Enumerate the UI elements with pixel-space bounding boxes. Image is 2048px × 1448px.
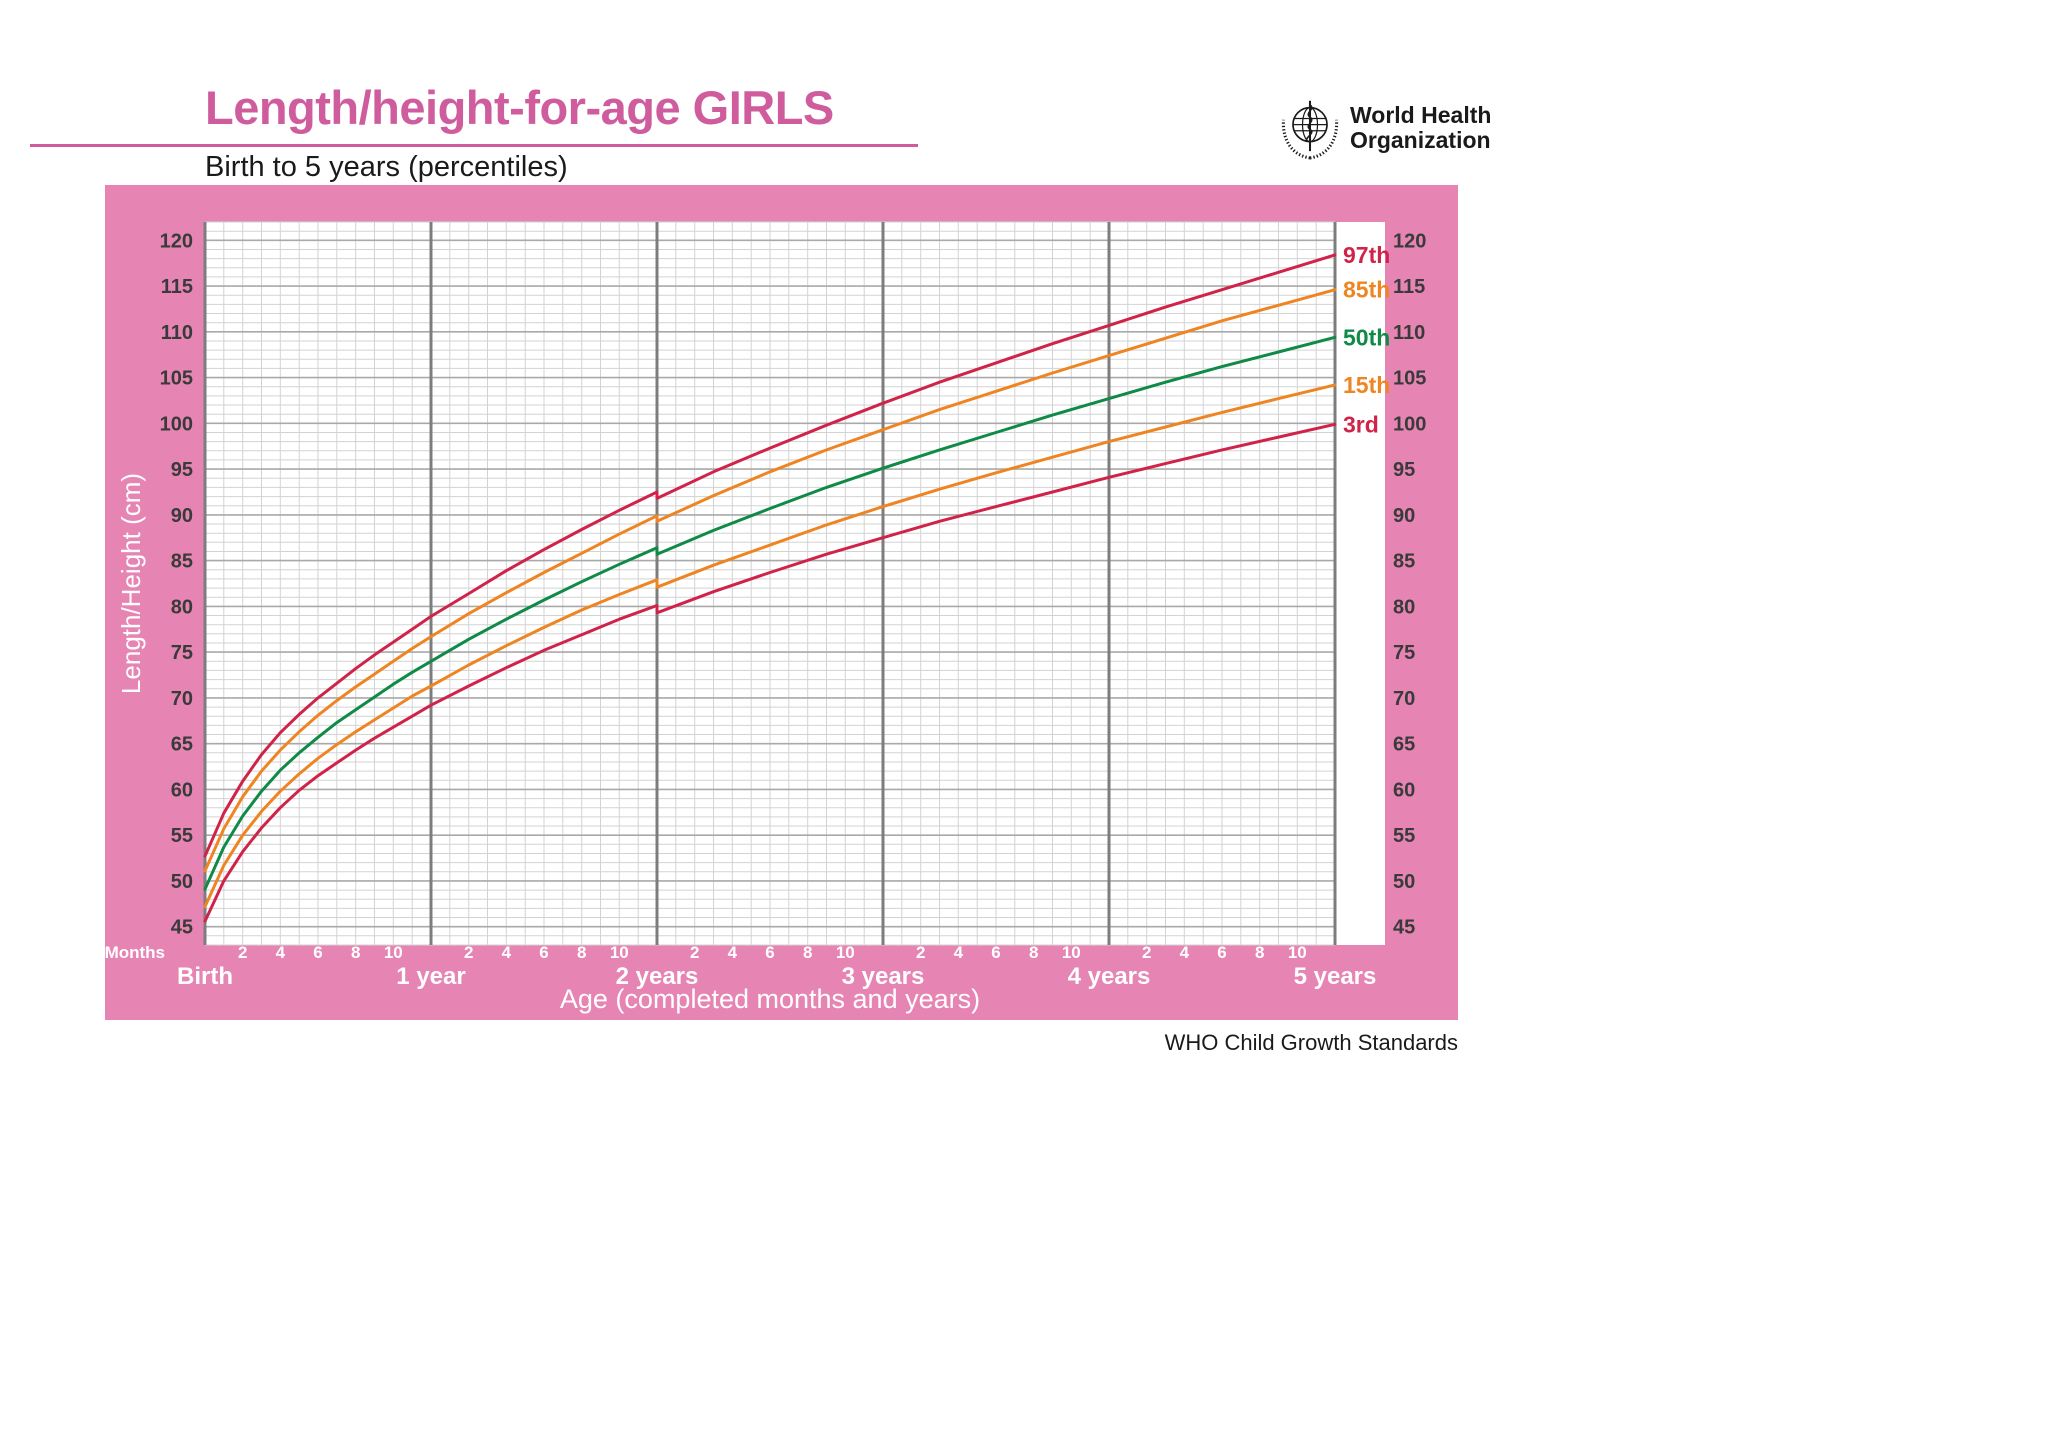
x-month-tick: 6	[991, 943, 1000, 962]
percentile-curve-15th	[203, 383, 1337, 909]
x-month-tick: 2	[1142, 943, 1151, 962]
y-tick-right: 105	[1393, 368, 1426, 390]
x-month-tick: 10	[1288, 943, 1307, 962]
x-month-tick: 10	[610, 943, 629, 962]
y-tick-right: 75	[1393, 642, 1415, 664]
y-tick-left: 110	[161, 322, 193, 344]
grid-minor	[205, 221, 1335, 946]
y-tick-right: 120	[1393, 230, 1426, 252]
y-axis-title: Length/Height (cm)	[116, 473, 146, 694]
y-tick-left: 60	[171, 779, 193, 801]
x-year-label: 4 years	[1068, 963, 1151, 990]
who-logo-line1: World Health	[1350, 102, 1492, 129]
y-tick-left: 120	[160, 230, 193, 252]
y-tick-right: 50	[1393, 871, 1415, 893]
who-emblem-icon	[1281, 100, 1339, 160]
title-underline	[30, 144, 918, 147]
percentile-label-15th: 15th	[1343, 372, 1390, 398]
plot-area	[205, 222, 1385, 945]
percentile-label-85th: 85th	[1343, 277, 1390, 303]
x-month-tick: 6	[765, 943, 774, 962]
x-month-tick: 10	[384, 943, 403, 962]
x-month-tick: 8	[1255, 943, 1264, 962]
y-tick-left: 100	[160, 413, 193, 435]
months-label: Months	[105, 943, 165, 962]
percentile-label-97th: 97th	[1343, 242, 1390, 268]
percentile-curve-97th	[203, 253, 1337, 858]
percentile-curve-50th	[203, 335, 1337, 891]
y-tick-left: 80	[171, 596, 193, 618]
y-tick-right: 115	[1393, 276, 1425, 298]
y-tick-right: 85	[1393, 551, 1415, 573]
y-tick-right: 110	[1393, 322, 1425, 344]
y-tick-right: 80	[1393, 596, 1415, 618]
y-tick-left: 95	[171, 459, 193, 481]
x-month-tick: 8	[351, 943, 360, 962]
x-month-tick: 8	[577, 943, 586, 962]
x-month-tick: 4	[502, 943, 512, 962]
x-year-label: 2 years	[616, 963, 699, 990]
y-tick-left: 90	[171, 505, 193, 527]
percentile-curve-85th	[203, 288, 1337, 873]
x-month-tick: 8	[1029, 943, 1038, 962]
x-year-label: Birth	[177, 963, 233, 990]
percentile-label-50th: 50th	[1343, 324, 1390, 350]
y-tick-left: 70	[171, 688, 193, 710]
x-month-tick: 6	[1217, 943, 1226, 962]
credit-text: WHO Child Growth Standards	[1164, 1030, 1458, 1055]
x-month-tick: 10	[836, 943, 855, 962]
x-month-tick: 2	[238, 943, 247, 962]
y-tick-right: 100	[1393, 413, 1426, 435]
x-month-tick: 10	[1062, 943, 1081, 962]
x-month-tick: 2	[464, 943, 473, 962]
y-tick-right: 45	[1393, 917, 1415, 939]
y-tick-left: 50	[171, 871, 193, 893]
y-tick-right: 55	[1393, 825, 1415, 847]
y-tick-right: 60	[1393, 779, 1415, 801]
x-month-tick: 2	[916, 943, 925, 962]
x-year-label: 3 years	[842, 963, 925, 990]
page-subtitle: Birth to 5 years (percentiles)	[205, 151, 568, 183]
y-tick-left: 115	[161, 276, 193, 298]
y-tick-left: 85	[171, 551, 193, 573]
x-month-tick: 8	[803, 943, 812, 962]
who-logo-line2: Organization	[1350, 127, 1491, 153]
percentile-label-3rd: 3rd	[1343, 411, 1379, 437]
y-tick-left: 75	[171, 642, 193, 664]
x-month-tick: 2	[690, 943, 699, 962]
x-year-label: 5 years	[1294, 963, 1377, 990]
y-tick-left: 105	[160, 368, 193, 390]
page-title: Length/height-for-age GIRLS	[205, 81, 834, 134]
x-month-tick: 4	[728, 943, 738, 962]
x-month-tick: 6	[539, 943, 548, 962]
y-tick-left: 65	[171, 734, 193, 756]
percentile-curve-3rd	[203, 422, 1337, 923]
x-month-tick: 4	[1180, 943, 1190, 962]
x-month-tick: 4	[276, 943, 286, 962]
y-tick-left: 55	[171, 825, 193, 847]
x-year-label: 1 year	[396, 963, 465, 990]
y-tick-left: 45	[171, 917, 193, 939]
y-tick-right: 70	[1393, 688, 1415, 710]
y-tick-right: 95	[1393, 459, 1415, 481]
grid-year-lines	[203, 222, 1337, 945]
y-tick-right: 90	[1393, 505, 1415, 527]
y-tick-right: 65	[1393, 734, 1415, 756]
who-logo: World Health Organization	[1276, 94, 1491, 162]
x-month-tick: 6	[313, 943, 322, 962]
grid-major	[205, 239, 1335, 928]
who-logo-text: World Health Organization	[1350, 103, 1491, 153]
x-axis-title: Age (completed months and years)	[560, 984, 980, 1014]
x-month-tick: 4	[954, 943, 964, 962]
